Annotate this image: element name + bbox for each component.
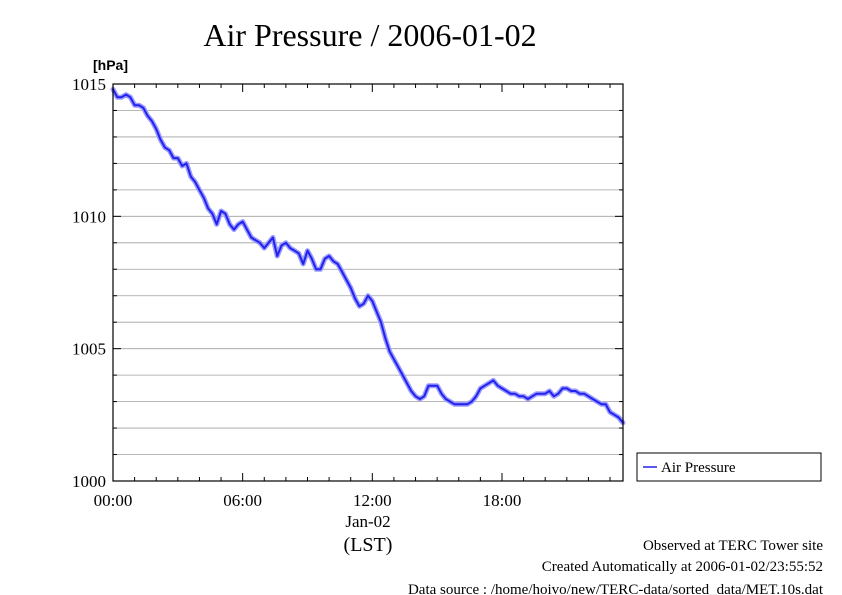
plot-frame bbox=[112, 83, 624, 482]
x-tick-label: 00:00 bbox=[94, 491, 133, 510]
legend: Air Pressure bbox=[636, 452, 822, 482]
x-tick-label: 18:00 bbox=[483, 491, 522, 510]
y-tick-label: 1015 bbox=[72, 75, 106, 94]
x-tick-label: 06:00 bbox=[223, 491, 262, 510]
y-tick-labels: 1000 1005 1010 1015 bbox=[72, 75, 106, 491]
x-axis-date-label: Jan-02 bbox=[345, 512, 390, 531]
grid-lines bbox=[113, 110, 623, 455]
y-axis-unit-label: [hPa] bbox=[93, 57, 128, 73]
series-line-halo bbox=[110, 86, 626, 426]
footer-observed-site: Observed at TERC Tower site bbox=[643, 538, 823, 554]
x-tick-label: 12:00 bbox=[353, 491, 392, 510]
footer-data-source: Data source : /home/hoivo/new/TERC-data/… bbox=[408, 582, 824, 595]
legend-series-label: Air Pressure bbox=[661, 460, 736, 476]
axis-ticks bbox=[112, 83, 623, 482]
y-tick-label: 1005 bbox=[72, 340, 106, 359]
series-line-air-pressure bbox=[112, 88, 624, 424]
series-area bbox=[110, 86, 626, 426]
legend-box bbox=[636, 452, 822, 482]
y-tick-label: 1000 bbox=[72, 472, 106, 491]
x-tick-labels: 00:00 06:00 12:00 18:00 bbox=[94, 491, 522, 510]
y-tick-label: 1010 bbox=[72, 207, 106, 226]
footer-created-time: Created Automatically at 2006-01-02/23:5… bbox=[542, 559, 823, 575]
x-axis-label: (LST) bbox=[344, 534, 393, 556]
chart-title: Air Pressure / 2006-01-02 bbox=[203, 17, 536, 53]
